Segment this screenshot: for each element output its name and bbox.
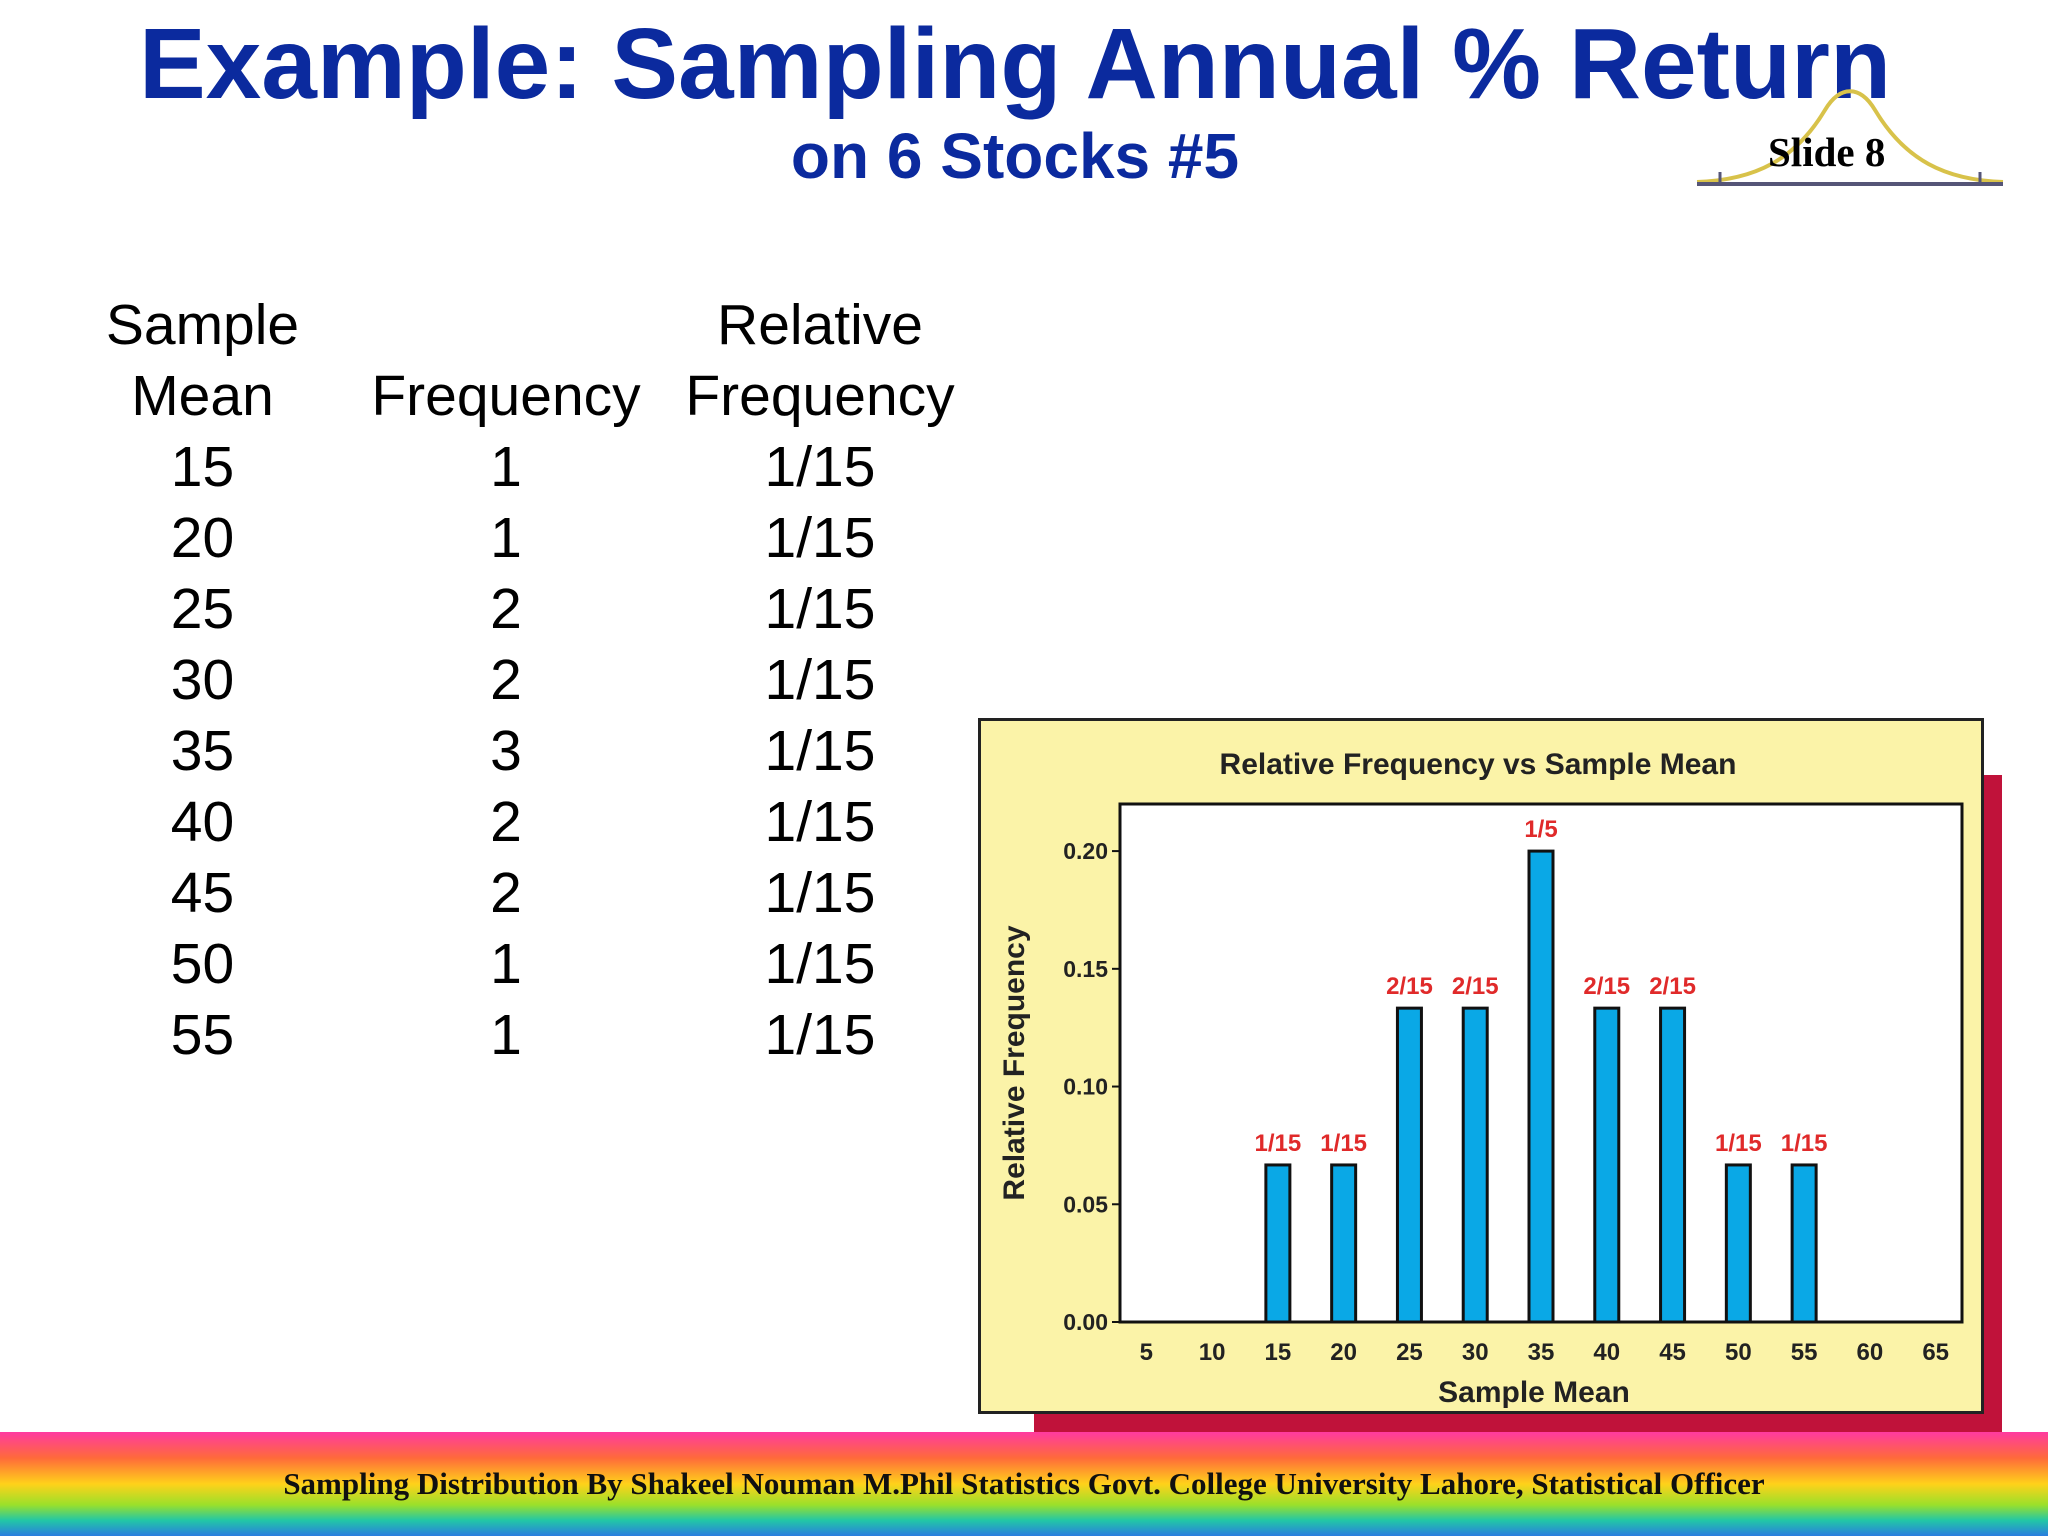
slide-title: Example: Sampling Annual % Return — [138, 8, 1892, 120]
x-tick-label: 25 — [1396, 1339, 1423, 1366]
bar-40 — [1593, 1006, 1621, 1324]
footer-bar — [0, 1432, 2048, 1536]
bar-50 — [1724, 1163, 1752, 1324]
table-cell-rel: 1/15 — [764, 435, 876, 499]
bar-55 — [1790, 1163, 1818, 1324]
x-tick-label: 50 — [1725, 1339, 1752, 1366]
table-cell-rel: 1/15 — [764, 577, 876, 641]
data-label-45: 2/15 — [1649, 973, 1696, 1000]
bar-chart: Relative Frequency vs Sample Mean 0.00 0.0… — [998, 748, 1964, 1409]
y-tick-label: 0.05 — [1063, 1191, 1108, 1217]
y-tick-label: 0.15 — [1063, 956, 1108, 982]
bar-15 — [1264, 1163, 1292, 1324]
footer-text: Sampling Distribution By Shakeel Nouman … — [283, 1466, 1765, 1501]
y-tick-label: 0.10 — [1063, 1074, 1108, 1100]
x-tick-label: 35 — [1528, 1339, 1555, 1366]
x-tick-label: 15 — [1265, 1339, 1292, 1366]
table-header-sample: Sample — [105, 293, 300, 357]
table-cell-mean: 35 — [170, 719, 235, 783]
bar-25 — [1395, 1006, 1423, 1324]
data-label-40: 2/15 — [1583, 973, 1630, 1000]
table-cell-freq: 2 — [490, 790, 522, 854]
bar-35 — [1527, 849, 1555, 1324]
table-cell-freq: 1 — [490, 506, 522, 570]
x-tick-label: 30 — [1462, 1339, 1489, 1366]
bar-20 — [1330, 1163, 1358, 1324]
slide-subtitle: on 6 Stocks #5 — [790, 120, 1240, 192]
x-tick-label: 10 — [1199, 1339, 1226, 1366]
y-tick-label: 0.00 — [1063, 1309, 1108, 1335]
table-cell-freq: 2 — [490, 577, 522, 641]
y-tick-label: 0.20 — [1063, 838, 1108, 864]
table-header-relative: Relative — [717, 293, 923, 357]
table-cell-mean: 40 — [170, 790, 235, 854]
y-axis-label: Relative Frequency — [998, 925, 1031, 1200]
table-cell-rel: 1/15 — [764, 861, 876, 925]
data-label-30: 2/15 — [1452, 973, 1499, 1000]
table-cell-rel: 1/15 — [764, 648, 876, 712]
data-label-55: 1/15 — [1781, 1130, 1828, 1157]
table-cell-mean: 30 — [170, 648, 235, 712]
table-cell-freq: 3 — [490, 719, 522, 783]
table-cell-freq: 1 — [490, 435, 522, 499]
table-cell-rel: 1/15 — [764, 719, 876, 783]
data-label-20: 1/15 — [1320, 1130, 1367, 1157]
table-cell-mean: 50 — [170, 932, 235, 996]
table-cell-mean: 20 — [170, 506, 235, 570]
x-tick-label: 65 — [1922, 1339, 1949, 1366]
table-cell-freq: 2 — [490, 648, 522, 712]
x-tick-label: 60 — [1857, 1339, 1884, 1366]
data-label-35: 1/5 — [1524, 816, 1557, 843]
bar-45 — [1659, 1006, 1687, 1324]
slide-number-label: Slide 8 — [1768, 129, 1886, 175]
table-header-frequency: Frequency — [371, 364, 641, 428]
bell-curve-logo — [1696, 89, 2004, 186]
table-cell-rel: 1/15 — [764, 506, 876, 570]
table-cell-rel: 1/15 — [764, 790, 876, 854]
bar-30 — [1461, 1006, 1489, 1324]
chart-title: Relative Frequency vs Sample Mean — [1220, 748, 1737, 781]
table-header-mean: Mean — [131, 364, 274, 428]
table-cell-freq: 1 — [490, 1003, 522, 1067]
x-tick-label: 45 — [1659, 1339, 1686, 1366]
x-tick-label: 20 — [1330, 1339, 1357, 1366]
x-tick-label: 55 — [1791, 1339, 1818, 1366]
table-cell-freq: 2 — [490, 861, 522, 925]
data-label-15: 1/15 — [1255, 1130, 1302, 1157]
x-tick-label: 5 — [1140, 1339, 1153, 1366]
table-header-rel-frequency: Frequency — [685, 364, 955, 428]
table-cell-rel: 1/15 — [764, 1003, 876, 1067]
table-cell-mean: 45 — [170, 861, 235, 925]
table-cell-mean: 25 — [170, 577, 235, 641]
x-axis-label: Sample Mean — [1438, 1376, 1630, 1409]
data-label-50: 1/15 — [1715, 1130, 1762, 1157]
data-label-25: 2/15 — [1386, 973, 1433, 1000]
table-cell-mean: 55 — [170, 1003, 235, 1067]
table-cell-mean: 15 — [170, 435, 235, 499]
x-tick-label: 40 — [1593, 1339, 1620, 1366]
table-cell-rel: 1/15 — [764, 932, 876, 996]
table-cell-freq: 1 — [490, 932, 522, 996]
